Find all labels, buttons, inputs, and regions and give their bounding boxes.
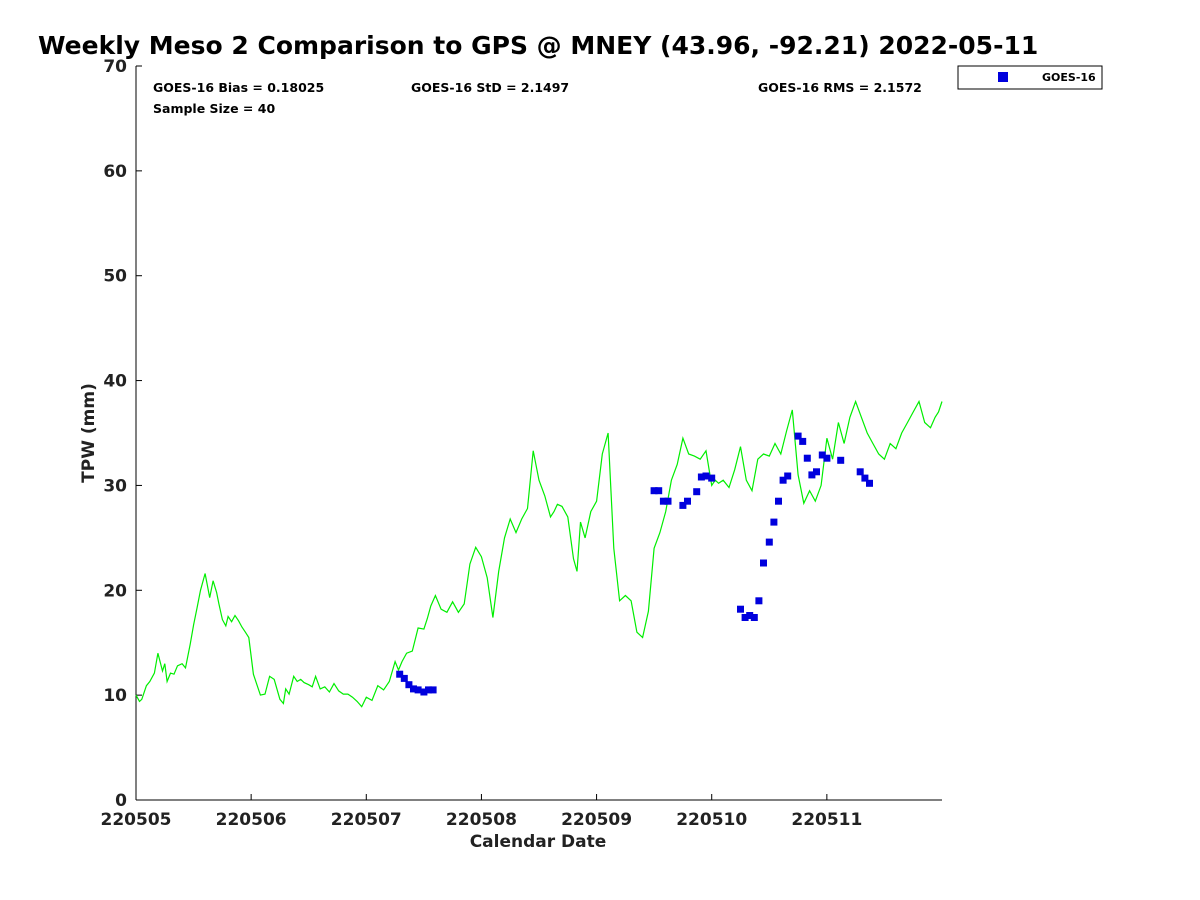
std-stat: GOES-16 StD = 2.1497 (411, 80, 569, 95)
goes16-point (659, 497, 667, 505)
goes16-point (818, 451, 826, 459)
legend-label-goes16: GOES-16 (1042, 71, 1096, 84)
goes16-point (760, 559, 767, 567)
x-tick-label: 220509 (561, 810, 632, 830)
goes16-point (813, 468, 820, 476)
y-tick-label: 30 (103, 476, 127, 496)
goes16-point (702, 472, 710, 480)
legend-marker-goes16 (998, 72, 1008, 82)
goes16-point (755, 597, 763, 605)
rms-stat: GOES-16 RMS = 2.1572 (758, 80, 922, 95)
goes16-point (708, 474, 716, 482)
sample-size-stat: Sample Size = 40 (153, 101, 275, 116)
goes16-point (746, 612, 754, 619)
goes16-point (779, 476, 787, 484)
bias-stat: GOES-16 Bias = 0.18025 (153, 80, 324, 95)
stats-annotations: GOES-16 Bias = 0.18025 GOES-16 StD = 2.1… (153, 80, 922, 116)
gps-tpw-line (135, 399, 943, 708)
goes16-point (765, 538, 773, 546)
goes16-point (684, 497, 691, 505)
goes16-point (803, 454, 811, 462)
y-tick-label: 50 (103, 267, 127, 287)
legend: GOES-16 (957, 65, 1103, 90)
goes16-point (650, 487, 658, 495)
x-axis-title: Calendar Date (470, 832, 607, 852)
goes16-point (414, 686, 422, 694)
goes16-point (837, 456, 845, 464)
x-tick-label: 220507 (331, 810, 402, 830)
series-layer (135, 399, 943, 708)
goes16-point (420, 688, 428, 696)
x-tick-label: 220508 (446, 810, 517, 830)
x-tick-label: 220506 (216, 810, 287, 830)
goes16-point (741, 614, 749, 621)
goes16-point (693, 488, 701, 496)
goes16-point (770, 518, 778, 526)
goes16-point (429, 686, 437, 694)
goes16-point (664, 497, 672, 505)
goes16-point (655, 487, 663, 495)
legend-box (957, 65, 1103, 90)
y-tick-label: 0 (115, 791, 127, 811)
goes16-point (400, 674, 408, 682)
goes16-point (861, 474, 869, 482)
goes16-point (808, 471, 816, 479)
goes16-point (750, 614, 758, 621)
goes16-point (784, 472, 792, 480)
goes16-point (405, 681, 413, 689)
y-tick-label: 10 (103, 686, 127, 706)
goes16-point (775, 497, 782, 505)
goes16-point (410, 685, 417, 693)
x-axis-ticks: 220505 220506 220507 220508 220509 220510 2205… (101, 794, 862, 830)
goes16-point (425, 686, 432, 694)
goes16-point (737, 605, 744, 613)
y-tick-label: 20 (103, 581, 127, 601)
x-tick-label: 220510 (676, 810, 747, 830)
goes16-point (866, 479, 873, 487)
goes16-point (794, 432, 802, 440)
plot-area (135, 66, 942, 801)
goes16-point (856, 468, 864, 476)
y-axis-title: TPW (mm) (79, 383, 99, 483)
y-axis-ticks: 0 10 20 30 40 50 60 70 (103, 57, 142, 811)
goes16-point (679, 501, 687, 509)
goes16-point (799, 437, 807, 445)
x-tick-label: 220511 (791, 810, 862, 830)
y-tick-label: 60 (103, 162, 127, 182)
y-tick-label: 40 (103, 372, 127, 392)
goes16-point (697, 473, 705, 481)
y-tick-label: 70 (103, 57, 127, 77)
goes16-point (396, 670, 404, 678)
plot-background (136, 66, 942, 800)
goes16-point (823, 454, 831, 462)
chart-title: Weekly Meso 2 Comparison to GPS @ MNEY (… (38, 31, 1038, 60)
x-tick-label: 220505 (101, 810, 172, 830)
